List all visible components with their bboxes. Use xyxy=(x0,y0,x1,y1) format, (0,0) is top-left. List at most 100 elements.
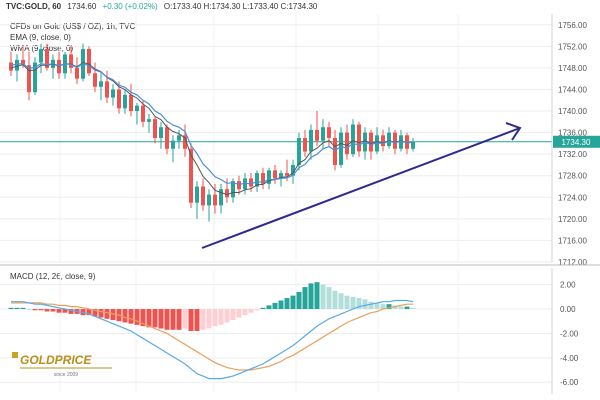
price-tick-7: 1728.00 xyxy=(558,172,587,181)
hist-bar-63 xyxy=(386,304,392,310)
candle-body-22 xyxy=(141,105,145,122)
hist-bar-23 xyxy=(146,309,152,328)
hist-bar-10 xyxy=(68,309,74,314)
hist-bar-17 xyxy=(110,309,116,321)
candle-body-43 xyxy=(267,170,271,184)
hist-bar-6 xyxy=(44,309,50,312)
candle-body-15 xyxy=(99,81,103,87)
price-badge-box xyxy=(553,135,600,148)
macd-tick-0: 2.00 xyxy=(560,281,576,290)
header-change: +0.30 (+0.02%) xyxy=(103,2,158,11)
hist-bar-55 xyxy=(338,293,344,310)
price-tick-9: 1720.00 xyxy=(558,215,587,224)
hist-bar-16 xyxy=(104,309,110,319)
main-grid xyxy=(0,14,552,263)
macd-grid xyxy=(0,270,552,392)
header-ohlc: O:1733.40 H:1734.30 L:1733.40 C:1734.30 xyxy=(164,2,318,11)
hist-bar-65 xyxy=(398,306,404,310)
hist-bar-67 xyxy=(410,307,416,310)
candle-body-14 xyxy=(93,73,97,87)
hist-bar-30 xyxy=(188,309,194,331)
candle-body-3 xyxy=(27,65,31,93)
price-tick-10: 1716.00 xyxy=(558,236,587,245)
hist-bar-43 xyxy=(266,305,272,310)
candle-body-32 xyxy=(201,186,205,206)
hist-bar-7 xyxy=(50,309,56,312)
hist-bar-52 xyxy=(320,284,326,310)
wma-legend: WMA (9, close, 0) xyxy=(10,44,73,53)
candle-body-48 xyxy=(297,138,301,165)
hist-bar-50 xyxy=(308,283,314,310)
price-tick-11: 1712.00 xyxy=(558,258,587,267)
macd-tick-3: -4.00 xyxy=(560,354,579,363)
candle-body-33 xyxy=(207,194,211,206)
ema-legend: EMA (9, close, 0) xyxy=(10,33,71,42)
hist-bar-48 xyxy=(296,291,302,310)
hist-bar-28 xyxy=(176,309,182,330)
hist-bar-44 xyxy=(272,302,278,310)
hist-bar-58 xyxy=(356,298,362,310)
hist-bar-33 xyxy=(206,309,212,329)
candle-body-46 xyxy=(285,173,289,176)
price-tick-3: 1744.00 xyxy=(558,85,587,94)
hist-bar-25 xyxy=(158,309,164,329)
candle-body-64 xyxy=(393,132,397,149)
hist-bar-22 xyxy=(140,309,146,327)
price-tick-4: 1740.00 xyxy=(558,107,587,116)
candle-body-6 xyxy=(45,49,49,68)
candle-body-63 xyxy=(387,132,391,147)
hist-bar-4 xyxy=(32,309,38,311)
hist-bar-3 xyxy=(26,309,32,310)
candle-body-41 xyxy=(255,173,259,187)
candle-body-19 xyxy=(123,94,127,109)
candle-body-26 xyxy=(165,127,169,149)
price-tick-6: 1732.00 xyxy=(558,150,587,159)
candle-body-21 xyxy=(135,105,139,112)
candle-body-67 xyxy=(411,141,415,149)
hist-bar-8 xyxy=(56,309,62,313)
candle-body-28 xyxy=(177,135,181,141)
candle-body-57 xyxy=(351,124,355,155)
hist-bar-42 xyxy=(260,307,266,310)
hist-bar-60 xyxy=(368,301,374,310)
moving-averages xyxy=(10,61,414,196)
candle-body-18 xyxy=(117,89,121,109)
header-last: 1734.60 xyxy=(67,2,96,11)
candle-body-13 xyxy=(87,49,91,74)
candle-body-66 xyxy=(405,135,409,149)
signal-line xyxy=(11,302,413,371)
candle-body-38 xyxy=(237,181,241,190)
hist-bar-45 xyxy=(278,300,284,310)
hist-bar-66 xyxy=(404,306,410,310)
hist-bar-20 xyxy=(128,309,134,324)
logo-subtext: since 2009 xyxy=(54,372,78,378)
macd-line xyxy=(11,299,414,380)
price-tick-8: 1724.00 xyxy=(558,193,587,202)
price-tick-2: 1748.00 xyxy=(558,64,587,73)
candle-body-16 xyxy=(105,81,109,98)
candle-body-58 xyxy=(357,124,361,152)
logo-mark xyxy=(12,352,18,358)
candle-body-0 xyxy=(9,62,13,71)
candle-body-47 xyxy=(291,164,295,176)
header-line: TVC:GOLD, 60 1734.60 +0.30 (+0.02%) O:17… xyxy=(6,2,318,11)
candle-body-35 xyxy=(219,189,223,206)
hist-bar-54 xyxy=(332,290,338,310)
candle-body-11 xyxy=(75,67,79,79)
candle-body-65 xyxy=(399,135,403,149)
macd-tick-4: -6.00 xyxy=(560,378,579,387)
hist-bar-46 xyxy=(284,298,290,310)
candle-body-1 xyxy=(15,59,19,71)
hist-bar-1 xyxy=(14,307,20,310)
candle-body-45 xyxy=(279,173,283,179)
trend-arrow xyxy=(201,122,522,249)
hist-bar-61 xyxy=(374,302,380,310)
hist-bar-59 xyxy=(362,299,368,310)
macd-legend: MACD (12, 26, close, 9) xyxy=(10,272,96,281)
macd-tick-2: -2.00 xyxy=(560,329,579,338)
hist-bar-5 xyxy=(38,309,44,311)
hist-bar-36 xyxy=(224,309,230,323)
price-tick-0: 1756.00 xyxy=(558,21,587,30)
candle-body-17 xyxy=(111,89,115,98)
hist-bar-47 xyxy=(290,295,296,310)
